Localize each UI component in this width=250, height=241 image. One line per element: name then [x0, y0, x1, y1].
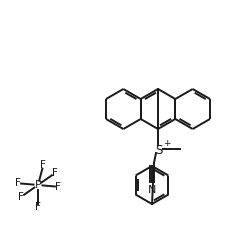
Text: F: F [40, 160, 46, 170]
Text: F: F [15, 178, 20, 188]
Text: +: + [163, 140, 171, 148]
Text: F: F [35, 202, 41, 213]
Text: S: S [155, 143, 163, 156]
Text: F: F [52, 168, 58, 178]
Text: F: F [18, 192, 24, 202]
Text: F: F [56, 182, 61, 192]
Text: P: P [34, 180, 42, 190]
Text: N: N [148, 185, 156, 195]
